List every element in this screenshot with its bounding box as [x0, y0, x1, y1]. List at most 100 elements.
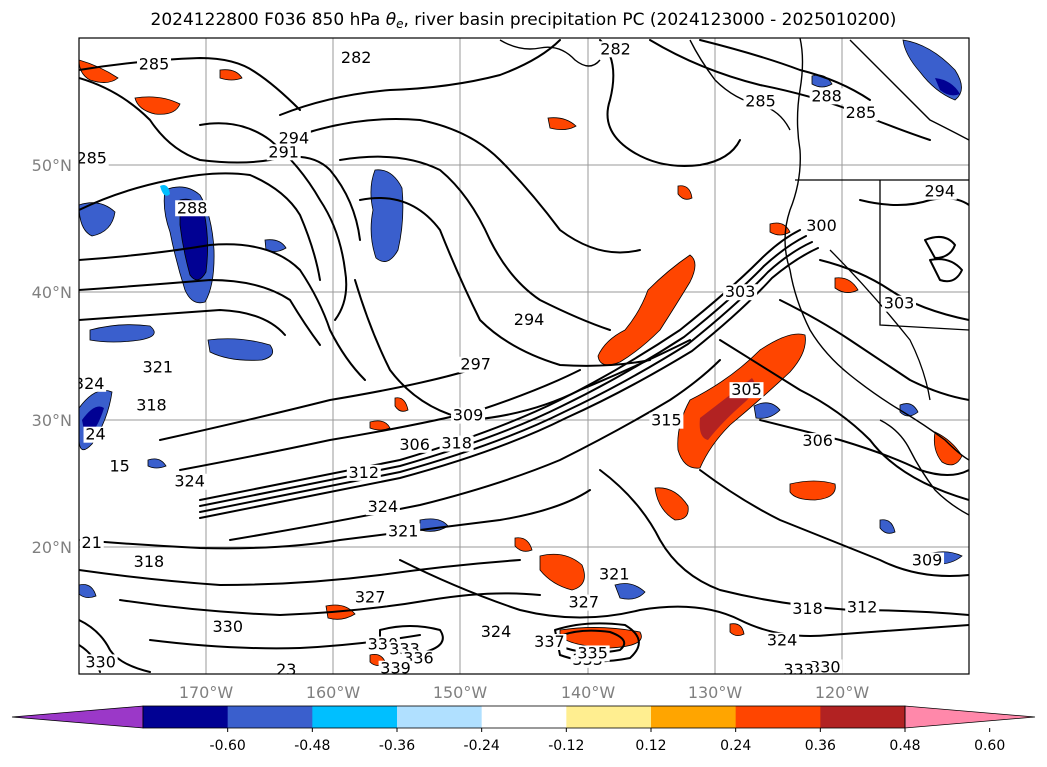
lon-label-170w: 170°W	[179, 683, 234, 702]
contour-label-bg	[882, 295, 917, 312]
contour-label: 324	[368, 497, 399, 516]
contour-label: 318	[441, 434, 472, 453]
map-area	[79, 38, 969, 674]
contour-label-bg	[729, 382, 764, 399]
colorbar-segment	[481, 706, 567, 728]
lon-label-150w: 150°W	[433, 683, 488, 702]
colorbar-tick-label: 0.12	[635, 738, 666, 754]
contour-label-bg	[172, 473, 207, 490]
contour-label: 318	[134, 552, 165, 571]
contour-label: 305	[731, 380, 762, 399]
contour-label-bg	[83, 654, 118, 671]
colorbar-tick-label: 0.48	[889, 738, 920, 754]
contour-label: 282	[600, 39, 631, 58]
colorbar-segment	[651, 706, 737, 728]
contour-label-bg	[386, 523, 421, 540]
colorbar-tick-label: -0.60	[210, 738, 246, 754]
lon-label-160w: 160°W	[306, 683, 361, 702]
contour-label-bg	[210, 618, 245, 635]
contour-label-bg	[597, 566, 632, 583]
contour-label: 285	[76, 149, 107, 168]
contour-label: 288	[811, 86, 842, 105]
colorbar-tick-label: -0.12	[548, 738, 584, 754]
contour-label: 288	[177, 198, 208, 217]
colorbar-extend-low	[11, 705, 144, 729]
contour-label-bg	[800, 433, 835, 450]
contour-label: 330	[212, 617, 243, 636]
contour-label-bg	[107, 458, 132, 475]
contour-label-bg	[79, 534, 104, 551]
contour-label-bg	[512, 312, 547, 329]
contour-label: 327	[355, 587, 386, 606]
contour-label: 303	[884, 294, 915, 313]
colorbar-segment	[312, 706, 398, 728]
contour-label-bg	[140, 359, 175, 376]
contour-label: 21	[82, 533, 102, 552]
coastlines	[499, 38, 969, 516]
lon-label-140w: 140°W	[561, 683, 616, 702]
contour-label: 312	[349, 463, 380, 482]
lat-label-50n: 50°N	[32, 156, 72, 175]
contour-label-bg	[910, 552, 945, 569]
contour-label-bg	[134, 397, 169, 414]
contour-label: 297	[460, 355, 491, 374]
contour-label-bg	[790, 600, 825, 617]
contour-label: 333	[783, 660, 814, 679]
lat-label-30n: 30°N	[32, 411, 72, 430]
latitude-labels: 50°N 40°N 30°N 20°N	[32, 156, 72, 557]
contour-label: 15	[110, 456, 130, 475]
colorbar-segment	[227, 706, 313, 728]
colorbar-tick-label: -0.36	[379, 738, 415, 754]
contour-label-bg	[274, 662, 299, 674]
title-prefix: 2024122800 F036 850 hPa	[150, 10, 386, 30]
contour-label: 294	[924, 182, 955, 201]
contour-label: 337	[534, 632, 565, 651]
contour-label: 294	[514, 310, 545, 329]
contour-label-bg	[266, 144, 301, 161]
lat-label-40n: 40°N	[32, 283, 72, 302]
contour-label: 306	[802, 431, 833, 450]
graticule	[79, 38, 969, 674]
contour-label: 309	[453, 406, 484, 425]
contour-label-bg	[575, 645, 610, 662]
contour-label: 294	[279, 128, 310, 147]
longitude-labels: 170°W 160°W 150°W 140°W 130°W 120°W	[179, 683, 870, 702]
contour-label-bg	[397, 436, 432, 453]
contour-label-bg	[845, 599, 880, 616]
contour-label: 24	[85, 425, 105, 444]
contour-label: 303	[725, 282, 756, 301]
contour-label-bg	[781, 662, 816, 674]
contour-label: 282	[341, 48, 372, 67]
map-content: 282 2822852852852852882882912942942942973…	[76, 38, 969, 679]
colorbar-segment	[735, 706, 821, 728]
lon-label-130w: 130°W	[688, 683, 743, 702]
colorbar-tick-label: -0.24	[464, 738, 500, 754]
contour-label: 330	[85, 652, 116, 671]
contour-label-bg	[353, 589, 388, 606]
colorbar-extend-high	[904, 705, 1036, 729]
contour-label: 324	[174, 472, 205, 491]
contour-label-bg	[83, 426, 108, 443]
contour-label-bg	[479, 623, 514, 640]
contour-label-bg	[723, 284, 758, 301]
contour-label: 335	[577, 643, 608, 662]
contour-label-bg	[598, 41, 633, 58]
contour-label: 330	[810, 657, 841, 676]
map-title: 2024122800 F036 850 hPa θe, river basin …	[0, 10, 1047, 31]
contour-label-bg	[765, 632, 800, 649]
contour-label: 318	[792, 599, 823, 618]
title-theta: θ	[385, 10, 397, 30]
contour-label-bg	[451, 407, 486, 424]
contour-label: 327	[568, 593, 599, 612]
contour-label-bg	[809, 88, 844, 105]
contour-label-bg	[743, 93, 778, 110]
colorbar-tick-label: 0.60	[974, 738, 1005, 754]
contour-label-bg	[566, 594, 601, 611]
contour-label: 318	[136, 395, 167, 414]
contour-label-bg	[276, 130, 311, 147]
precip-positive-areas	[79, 59, 963, 666]
contour-label: 285	[846, 103, 877, 122]
contour-label-bg	[137, 56, 172, 73]
contour-label: 315	[651, 411, 682, 430]
